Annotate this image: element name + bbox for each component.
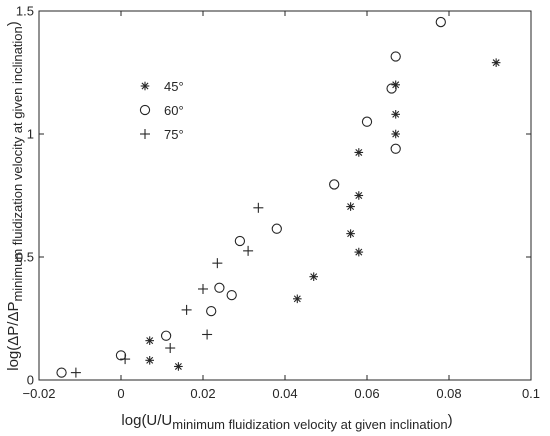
data-point [346,202,355,211]
data-point [243,245,254,256]
series-asterisk [145,58,501,371]
data-point [145,336,154,345]
x-axis-label-main: log(U/U [121,412,172,429]
legend-item: 45° [140,79,184,94]
data-point [206,305,217,317]
series-plus [70,202,264,378]
data-point [309,272,318,281]
y-tick-label: 0 [27,373,34,388]
x-tick-label: 0.02 [190,386,215,401]
data-point [181,304,192,315]
data-point [271,223,282,234]
x-axis-label-close: ) [448,412,453,429]
x-tick-label: 0.04 [272,386,297,401]
data-point [391,110,400,119]
y-axis-label-main: log(ΔP/ΔP [5,302,22,371]
data-point [391,129,400,139]
data-point [145,356,154,365]
data-point [202,329,213,340]
data-point [70,367,81,378]
data-point [174,362,183,371]
legend-marker [140,129,150,139]
data-point [354,148,364,157]
data-point [390,143,401,154]
y-axis-label: log(ΔP/ΔPminimum fluidization velocity a… [5,21,25,371]
data-point [386,83,397,94]
data-point [293,294,302,304]
legend-marker [140,81,150,91]
y-axis: 0 0.5 1 1.5 [16,4,531,388]
data-point [198,283,208,294]
y-tick-label: 1.5 [16,4,34,19]
data-point [212,258,223,269]
legend-label: 60° [164,103,184,118]
data-point [354,247,364,257]
data-point [361,116,373,127]
data-point [329,179,340,190]
y-tick-label: 1 [27,127,34,142]
x-axis: −0.02 0 0.02 0.04 0.06 0.08 0.1 [23,11,540,401]
x-tick-label: 0.1 [522,386,540,401]
x-axis-label: log(U/Uminimum fluidization velocity at … [121,412,452,432]
data-point [160,330,172,341]
data-point [390,51,401,62]
data-point [435,16,446,28]
data-point [165,343,176,354]
data-series [56,16,501,378]
series-circle [56,16,446,378]
x-tick-label: 0 [117,386,124,401]
x-tick-label: 0.08 [436,386,461,401]
x-tick-label: 0.06 [354,386,379,401]
data-point [214,282,225,293]
data-point [56,367,67,378]
x-tick-label: −0.02 [23,386,56,401]
data-point [491,58,501,67]
y-axis-label-subscript: minimum fluidization velocity at given i… [10,26,25,301]
data-point [120,354,131,365]
legend: 45° 60° 75° [139,79,184,142]
y-tick-label: 0.5 [16,250,34,265]
data-point [346,229,355,238]
data-point [226,289,237,301]
legend-label: 75° [164,127,184,142]
legend-item: 60° [139,103,184,118]
data-point [234,235,246,247]
data-point [253,202,264,213]
legend-item: 75° [140,127,184,142]
y-axis-label-close: ) [5,21,22,26]
x-axis-label-subscript: minimum fluidization velocity at given i… [172,417,447,432]
plot-area [39,11,531,380]
legend-marker [139,104,151,116]
legend-label: 45° [164,79,184,94]
data-point [354,191,364,200]
